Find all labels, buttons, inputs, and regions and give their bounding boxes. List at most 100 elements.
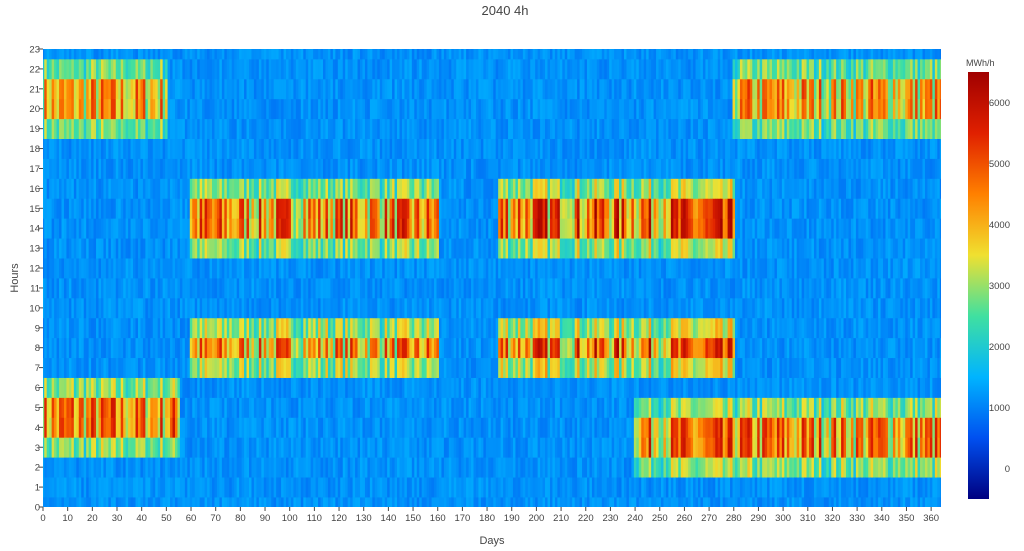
heatmap-cell — [212, 457, 215, 478]
heatmap-cell — [103, 417, 107, 438]
heatmap-cell — [471, 58, 474, 80]
heatmap-cell — [189, 297, 193, 319]
heatmap-cell — [495, 118, 499, 140]
heatmap-cell — [96, 98, 99, 120]
heatmap-cell — [216, 238, 220, 259]
heatmap-cell — [421, 437, 425, 458]
heatmap-cell — [76, 377, 80, 398]
heatmap-cell — [157, 297, 161, 319]
heatmap-cell — [404, 118, 408, 140]
heatmap-cell — [283, 218, 287, 239]
heatmap-cell — [451, 457, 455, 478]
heatmap-cell — [170, 457, 173, 478]
heatmap-cell — [424, 297, 428, 319]
heatmap-cell — [209, 397, 213, 418]
heatmap-cell — [184, 78, 188, 100]
heatmap-cell — [172, 218, 176, 239]
heatmap-cell — [369, 337, 373, 359]
heatmap-cell — [241, 497, 245, 507]
heatmap-cell — [384, 78, 388, 100]
heatmap-cell — [424, 218, 428, 239]
heatmap-cell — [387, 317, 391, 339]
heatmap-cell — [360, 218, 363, 239]
heatmap-cell — [281, 158, 284, 179]
heatmap-cell — [310, 297, 314, 319]
heatmap-cell — [310, 98, 314, 120]
heatmap-cell — [286, 297, 289, 319]
heatmap-cell — [278, 278, 282, 299]
heatmap-cell — [239, 377, 242, 398]
heatmap-cell — [234, 417, 238, 438]
heatmap-cell — [488, 377, 492, 398]
heatmap-cell — [495, 337, 499, 359]
heatmap-cell — [155, 198, 159, 219]
heatmap-cell — [167, 457, 171, 478]
heatmap-cell — [241, 178, 245, 199]
heatmap-cell — [197, 198, 201, 219]
heatmap-cell — [475, 78, 479, 100]
heatmap-cell — [246, 78, 250, 100]
heatmap-cell — [123, 178, 127, 199]
heatmap-cell — [293, 397, 297, 418]
heatmap-cell — [187, 218, 191, 239]
heatmap-cell — [73, 497, 77, 507]
heatmap-cell — [71, 158, 75, 179]
heatmap-cell — [83, 138, 87, 159]
heatmap-cell — [382, 58, 386, 80]
heatmap-cell — [271, 178, 275, 199]
heatmap-cell — [483, 477, 487, 498]
heatmap-cell — [266, 138, 270, 159]
heatmap-cell — [66, 58, 70, 80]
heatmap-cell — [379, 377, 383, 398]
heatmap-cell — [170, 118, 173, 140]
heatmap-cell — [140, 198, 144, 219]
heatmap-cell — [108, 58, 112, 80]
heatmap-cell — [451, 497, 455, 507]
heatmap-cell — [93, 198, 97, 219]
heatmap-cell — [182, 49, 186, 60]
heatmap-cell — [493, 317, 497, 339]
heatmap-cell — [266, 437, 270, 458]
heatmap-cell — [335, 98, 339, 120]
heatmap-cell — [419, 457, 423, 478]
heatmap-cell — [372, 377, 376, 398]
heatmap-cell — [318, 158, 321, 179]
heatmap-cell — [184, 297, 188, 319]
heatmap-cell — [66, 457, 70, 478]
heatmap-cell — [463, 377, 467, 398]
heatmap-cell — [110, 178, 114, 199]
heatmap-cell — [406, 497, 410, 507]
heatmap-cell — [224, 477, 228, 498]
heatmap-cell — [345, 337, 349, 359]
heatmap-cell — [189, 198, 193, 219]
heatmap-cell — [478, 357, 482, 378]
heatmap-cell — [315, 457, 319, 478]
heatmap-cell — [340, 58, 344, 80]
heatmap-cell — [473, 297, 477, 319]
heatmap-cell — [379, 218, 383, 239]
heatmap-cell — [273, 138, 277, 159]
heatmap-cell — [352, 178, 356, 199]
heatmap-cell — [204, 297, 208, 319]
heatmap-cell — [202, 78, 205, 100]
heatmap-cell — [446, 337, 450, 359]
heatmap-cell — [438, 357, 442, 378]
heatmap-cell — [323, 377, 326, 398]
heatmap-cell — [303, 477, 307, 498]
heatmap-cell — [192, 238, 196, 259]
heatmap-cell — [325, 457, 329, 478]
heatmap-cell — [394, 158, 398, 179]
heatmap-cell — [369, 477, 373, 498]
heatmap-cell — [542, 58, 546, 80]
heatmap-cell — [508, 278, 511, 299]
heatmap-cell — [244, 218, 247, 239]
heatmap-cell — [236, 49, 240, 60]
heatmap-cell — [81, 357, 85, 378]
heatmap-cell — [535, 158, 539, 179]
heatmap-cell — [216, 457, 220, 478]
heatmap-cell — [268, 49, 272, 60]
heatmap-cell — [308, 397, 312, 418]
heatmap-cell — [522, 258, 526, 279]
heatmap-cell — [118, 357, 122, 378]
heatmap-cell — [473, 278, 477, 299]
